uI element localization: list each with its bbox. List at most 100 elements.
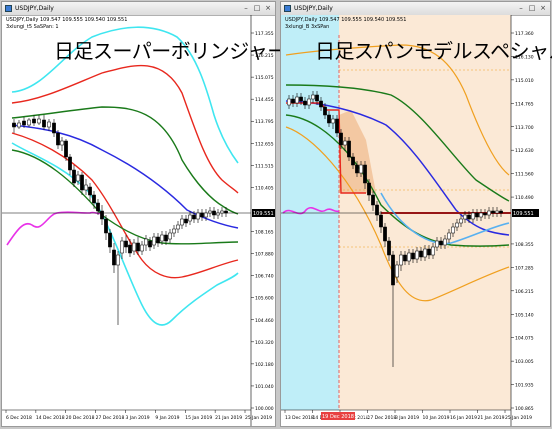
maximize-icon[interactable]: □	[528, 4, 536, 12]
candlestick	[68, 154, 72, 175]
candlestick	[435, 237, 439, 251]
orange-upper-band	[285, 44, 510, 176]
candlestick	[180, 215, 184, 229]
candlestick	[184, 215, 188, 227]
candlestick	[76, 171, 80, 185]
candlestick	[192, 211, 196, 223]
candlestick	[12, 119, 16, 133]
price-tick-label: 116.215	[255, 53, 274, 59]
price-tick-label: 114.765	[515, 101, 534, 107]
candlestick	[359, 161, 363, 177]
candlestick	[104, 215, 108, 240]
date-tick-label: 15 Jan 2019	[185, 415, 212, 421]
candlestick	[37, 115, 41, 125]
candlestick	[303, 97, 307, 109]
price-tick-label: 112.655	[255, 141, 274, 147]
magenta-lagging-line	[6, 211, 103, 246]
green-lower-band	[285, 114, 510, 247]
right-chart-heading: 日足スパンモデルスペシャル	[315, 39, 552, 63]
cyan-span-area	[281, 15, 339, 410]
price-tick-label: 103.005	[515, 359, 534, 365]
candlestick	[108, 229, 112, 253]
price-tick-label: 106.215	[515, 289, 534, 295]
green-upper-band	[11, 106, 239, 215]
candlestick	[495, 207, 499, 217]
date-tick-label: 20 Dec 2018	[66, 415, 95, 421]
candlestick	[32, 115, 36, 126]
current-price-badge	[252, 209, 275, 217]
right-chart-window[interactable]: USDJPY,Daily – □ × 117.360 116.130 115.010…	[280, 1, 552, 427]
candlestick	[124, 235, 128, 253]
candlestick	[455, 219, 459, 231]
candlestick	[56, 130, 60, 149]
candlestick	[72, 165, 76, 187]
candlestick	[204, 209, 208, 221]
blue-middle-band	[11, 124, 239, 229]
left-chart-window[interactable]: USDJPY,Daily – □ × 117.355 116.215 115.075…	[1, 1, 287, 427]
price-tick-label: 110.405	[255, 185, 274, 191]
price-tick-label: 110.490	[515, 195, 534, 201]
candlestick	[96, 199, 100, 215]
candlestick	[335, 115, 339, 137]
right-window-title: USDJPY,Daily	[294, 5, 333, 12]
date-tick-label: 10 Jan 2019	[423, 415, 450, 421]
candlestick	[395, 261, 399, 283]
date-tick-label: 21 Jan 2019	[478, 415, 505, 421]
price-tick-label: 100.865	[515, 406, 534, 412]
candlestick	[132, 239, 136, 255]
left-price-chart[interactable]: 117.355 116.215 115.075 114.455 113.795 112.6…	[2, 15, 275, 426]
maximize-icon[interactable]: □	[253, 4, 261, 12]
price-tick-label: 108.165	[255, 230, 274, 236]
candlestick	[307, 95, 311, 109]
price-tick-label: 105.600	[255, 296, 274, 302]
candlestick	[427, 245, 431, 259]
right-chart-info-line2: 3xlungi_B 3xSPan	[285, 24, 330, 30]
left-window-titlebar[interactable]: USDJPY,Daily – □ ×	[2, 2, 275, 16]
minimize-icon[interactable]: –	[244, 4, 248, 12]
candlestick	[188, 211, 192, 225]
candlestick	[383, 223, 387, 247]
candlestick	[116, 251, 120, 325]
minimize-icon[interactable]: –	[519, 4, 523, 12]
price-tick-label: 103.320	[255, 340, 274, 346]
candlestick	[327, 111, 331, 127]
price-tick-label: 104.460	[255, 318, 274, 324]
price-tick-label: 101.935	[515, 383, 534, 389]
candlestick	[299, 93, 303, 105]
close-icon[interactable]: ×	[540, 4, 546, 12]
price-tick-label: 111.515	[255, 163, 274, 169]
candlestick	[64, 139, 68, 161]
candlestick	[88, 183, 92, 201]
price-tick-label: 117.360	[515, 31, 534, 37]
candlestick	[295, 93, 299, 107]
right-window-titlebar[interactable]: USDJPY,Daily – □ ×	[281, 2, 550, 16]
candlestick	[323, 103, 327, 119]
candlestick	[208, 207, 212, 217]
price-tick-label: 113.700	[515, 125, 534, 131]
candlestick	[291, 95, 295, 107]
left-window-title: USDJPY,Daily	[15, 5, 54, 12]
candlestick	[148, 237, 152, 251]
candlestick	[351, 153, 355, 169]
price-tick-label: 104.075	[515, 336, 534, 342]
candlestick	[347, 137, 351, 161]
red-lower-band	[11, 132, 239, 279]
candlestick	[439, 237, 443, 249]
price-tick-label: 115.075	[255, 75, 274, 81]
candlestick	[415, 247, 419, 263]
candlestick	[144, 235, 148, 251]
price-tick-label: 113.795	[255, 119, 274, 125]
date-tick-label: 9 Jan 2019	[155, 415, 179, 421]
candlestick	[160, 231, 164, 245]
right-candlesticks	[287, 91, 503, 367]
candlestick	[391, 251, 395, 367]
close-icon[interactable]: ×	[265, 4, 271, 12]
candlestick	[487, 207, 491, 219]
current-price-label: 109.551	[253, 211, 274, 217]
left-chart-info-line2: 3xlungi_t5 SaSPan: 1	[6, 24, 59, 30]
current-price-label: 109.551	[513, 211, 534, 217]
right-price-chart[interactable]: 117.360 116.130 115.010 114.765 113.700 112.6…	[281, 15, 550, 426]
candlestick	[216, 209, 220, 219]
candlestick	[459, 215, 463, 227]
candlestick	[80, 172, 84, 195]
